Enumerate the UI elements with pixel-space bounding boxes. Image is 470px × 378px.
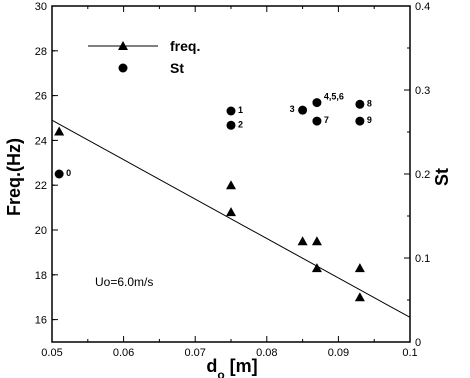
y-tick-label: 28 [35,46,47,58]
x-tick-label: 0.08 [256,347,277,359]
freq-fit-line [51,119,411,318]
plot-border [51,5,411,343]
freq-point [226,180,236,190]
legend-marker-st [118,63,128,73]
x-tick-label: 0.06 [113,347,134,359]
y-tick-label: 20 [35,225,47,237]
legend-label-freq: freq. [170,38,200,54]
x-tick-label: 0.1 [402,347,417,359]
y2-tick-label: 0.3 [415,85,430,97]
y-axis-title: Freq.(Hz) [4,138,24,216]
st-point [355,99,365,109]
legend-marker-freq [118,41,128,50]
y-tick-label: 18 [35,270,47,282]
plot-frame [51,5,411,343]
x-tick-label: 0.05 [41,347,62,359]
y2-tick-label: 0 [415,337,421,349]
st-point-label: 9 [367,115,372,125]
st-point-label: 8 [367,98,372,108]
st-point-label: 2 [238,119,243,129]
y2-axis-title: St [432,168,452,186]
y2-tick-label: 0.1 [415,253,430,265]
data-markers [54,98,365,302]
point-labels: 0 1 2 3 4,5,6 7 8 9 [66,92,372,178]
x-axis: 0.05 0.06 0.07 0.08 0.09 0.1 [41,6,418,359]
freq-point [311,236,322,246]
freq-point [354,263,365,273]
y-tick-label: 22 [35,180,47,192]
st-point-label: 3 [290,104,295,114]
y-tick-label: 24 [35,135,47,147]
st-point [54,169,64,179]
st-point [355,116,365,126]
y-tick-label: 26 [35,91,47,103]
y-axis-right: 0 0.1 0.2 0.3 0.4 [404,1,430,349]
st-point-label: 1 [238,105,243,115]
velocity-annotation: Uo=6.0m/s [95,275,153,289]
legend-label-st: St [170,60,184,76]
st-point-label: 4,5,6 [324,92,344,102]
legend: freq. St [88,38,200,76]
x-tick-label: 0.07 [184,347,205,359]
st-point [298,105,308,115]
x-tick-label: 0.09 [328,347,349,359]
y-axis-left: 16 18 20 22 24 26 28 30 [35,1,58,327]
y-tick-label: 16 [35,315,47,327]
st-point [226,106,236,116]
freq-point [354,292,365,302]
st-point [312,116,322,126]
freq-point [54,126,65,136]
freq-point [297,236,308,246]
freq-point [226,207,236,217]
freq-point [311,263,322,273]
fit-lines [51,119,411,318]
st-point [312,98,322,108]
y2-tick-label: 0.2 [415,169,430,181]
y2-tick-label: 0.4 [415,1,430,13]
x-axis-title: do [m] [206,356,257,378]
st-point-label: 7 [324,115,329,125]
st-point [226,120,236,130]
st-point-label: 0 [66,168,71,178]
y-tick-label: 30 [35,1,47,13]
